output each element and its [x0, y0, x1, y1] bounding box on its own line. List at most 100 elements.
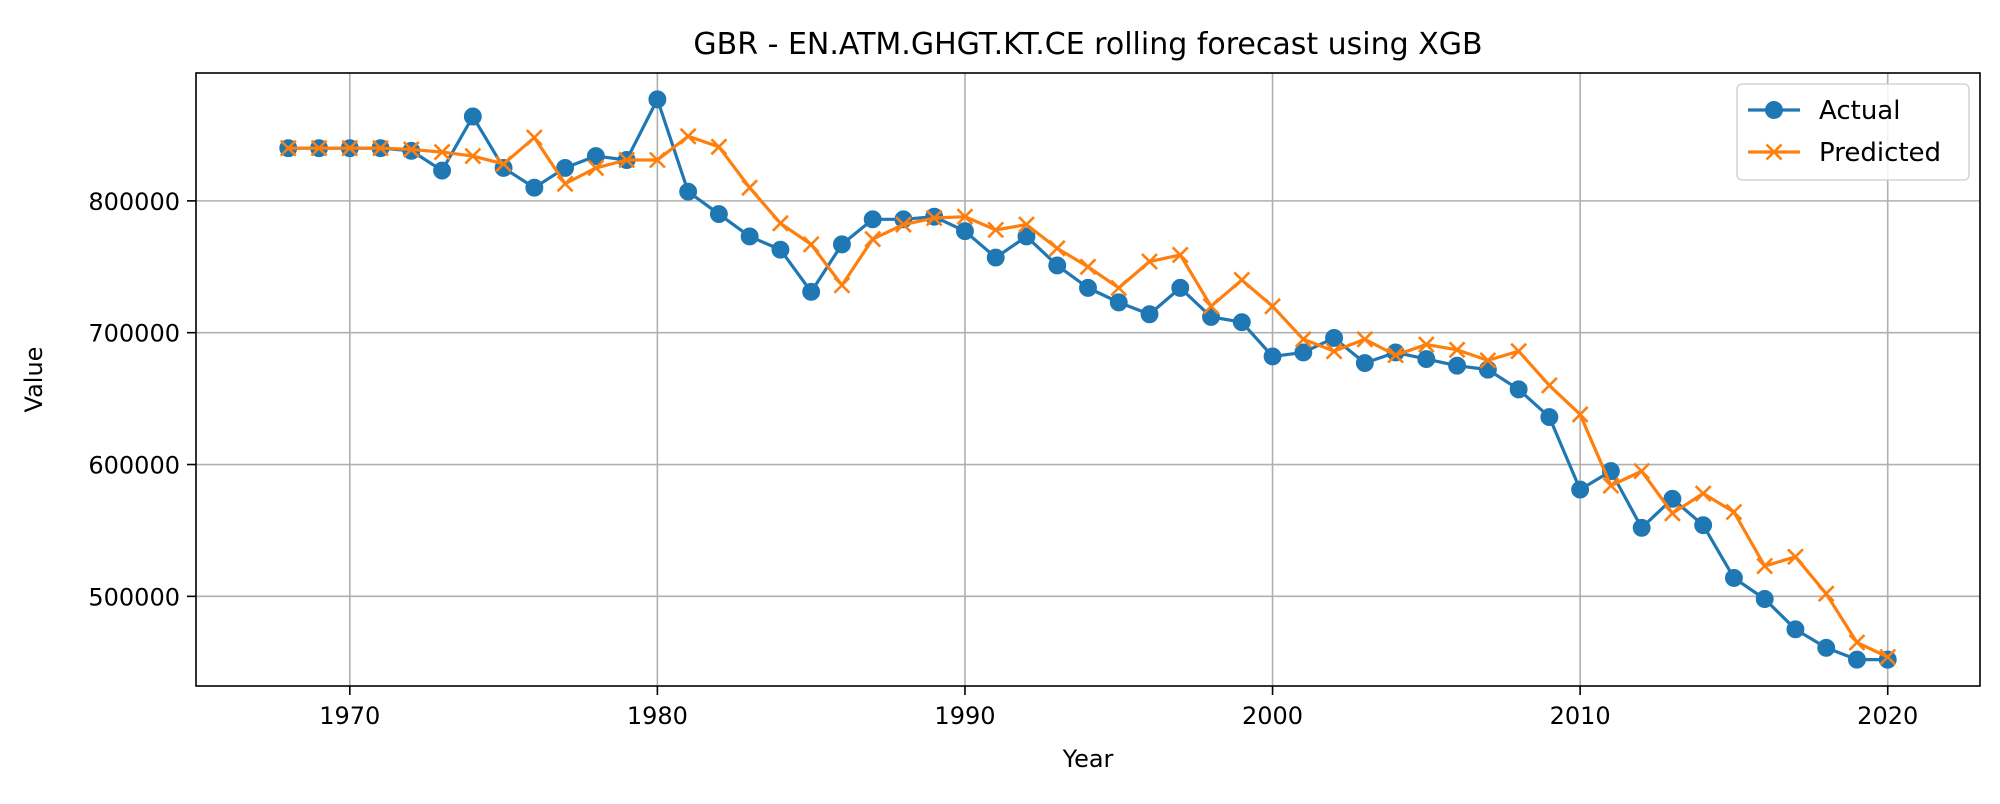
data-point-actual: [709, 205, 728, 224]
data-point-actual: [525, 178, 544, 197]
data-point-predicted: [1079, 258, 1097, 276]
data-point-predicted: [1417, 336, 1435, 353]
legend-marker-actual: [1765, 101, 1783, 119]
data-point-predicted: [556, 175, 574, 193]
data-point-actual: [1817, 638, 1836, 657]
legend-box: [1736, 83, 1970, 181]
data-point-predicted: [1663, 504, 1681, 522]
data-point-actual: [1478, 360, 1497, 379]
data-point-predicted: [1602, 477, 1620, 495]
series-layer: [279, 90, 1897, 669]
data-point-predicted: [771, 214, 789, 232]
data-point-predicted: [1264, 297, 1281, 315]
data-point-actual: [986, 248, 1005, 267]
data-point-predicted: [310, 139, 328, 157]
data-point-actual: [1202, 307, 1220, 326]
data-point-actual: [1294, 343, 1313, 362]
data-point-predicted: [987, 221, 1005, 239]
data-point-predicted: [895, 216, 912, 234]
data-point-actual: [1171, 278, 1190, 297]
data-point-predicted: [1294, 330, 1312, 348]
y-axis-label: Value: [20, 347, 48, 413]
data-point-predicted: [372, 139, 389, 157]
data-point-actual: [1079, 278, 1097, 297]
data-point-predicted: [1540, 377, 1558, 394]
legend-marker-predicted: [1765, 143, 1783, 161]
data-point-actual: [1540, 408, 1559, 427]
data-point-actual: [1786, 620, 1805, 639]
data-point-predicted: [1633, 462, 1651, 480]
x-tick-label: 2010: [1550, 702, 1611, 730]
legend-entries: Actual Predicted: [1748, 96, 1941, 168]
x-tick-label: 1980: [627, 702, 688, 730]
y-tick-label: 800000: [88, 188, 180, 216]
data-point-predicted: [1387, 346, 1405, 364]
data-point-predicted: [402, 141, 420, 158]
data-point-predicted: [1048, 239, 1066, 257]
data-point-actual: [1109, 293, 1128, 312]
legend-label-actual: Actual: [1819, 96, 1900, 126]
data-point-predicted: [279, 139, 297, 157]
data-point-predicted: [464, 147, 482, 165]
x-tick-label: 2020: [1857, 702, 1918, 730]
y-tick-label: 600000: [88, 452, 180, 480]
legend-entry-actual: Actual: [1748, 96, 1900, 126]
x-tick-label: 2000: [1242, 702, 1303, 730]
data-point-predicted: [1141, 253, 1158, 270]
data-point-actual: [1017, 227, 1036, 246]
series-line-predicted: [288, 134, 1889, 659]
data-point-predicted: [833, 276, 851, 294]
data-point-actual: [956, 222, 974, 241]
legend-label-predicted: Predicted: [1819, 138, 1941, 168]
x-tick-label: 1990: [934, 702, 995, 730]
data-point-actual: [1417, 350, 1436, 369]
data-point-predicted: [1787, 548, 1804, 566]
data-point-predicted: [341, 139, 359, 157]
data-point-predicted: [587, 159, 605, 177]
data-point-predicted: [1171, 246, 1189, 264]
data-point-actual: [1140, 305, 1159, 324]
data-point-actual: [1724, 568, 1743, 587]
x-axis-label: Year: [1062, 745, 1114, 773]
data-point-actual: [771, 240, 790, 259]
data-point-actual: [648, 90, 667, 109]
data-point-predicted: [1233, 271, 1251, 289]
chart-title: GBR - EN.ATM.GHGT.KT.CE rolling forecast…: [693, 27, 1482, 62]
data-point-actual: [1355, 354, 1374, 372]
data-point-actual: [1663, 489, 1682, 508]
legend-entry-predicted: Predicted: [1748, 138, 1941, 168]
data-point-actual: [1571, 480, 1590, 499]
tick-layer: 1970 1980 1990 2000 2010 2020 500000 600000 7000…: [88, 188, 1918, 730]
data-point-actual: [586, 147, 605, 166]
data-point-predicted: [802, 235, 820, 253]
data-point-predicted: [1571, 406, 1589, 423]
data-point-actual: [556, 158, 575, 177]
data-point-predicted: [925, 209, 943, 227]
data-point-actual: [463, 107, 482, 126]
data-point-predicted: [1725, 503, 1743, 521]
data-point-predicted: [1817, 585, 1835, 603]
data-point-actual: [433, 161, 452, 180]
data-point-predicted: [1510, 342, 1528, 360]
data-point-predicted: [1110, 279, 1128, 297]
data-point-predicted: [741, 179, 759, 197]
data-point-predicted: [1356, 330, 1374, 348]
data-point-actual: [740, 227, 759, 246]
grid-layer: [196, 73, 1980, 686]
data-point-predicted: [495, 155, 513, 173]
data-point-predicted: [1848, 634, 1866, 651]
data-point-predicted: [1018, 216, 1035, 234]
data-point-actual: [679, 182, 698, 201]
y-tick-label: 700000: [88, 320, 180, 348]
data-point-actual: [1325, 329, 1344, 347]
x-tick-label: 1970: [319, 702, 380, 730]
data-point-actual: [1755, 590, 1774, 608]
data-point-predicted: [648, 151, 666, 169]
data-point-predicted: [433, 143, 451, 161]
data-point-predicted: [1479, 351, 1497, 369]
data-point-predicted: [525, 129, 543, 147]
legend: Actual Predicted: [1736, 83, 1970, 181]
data-point-actual: [1263, 347, 1282, 366]
data-point-predicted: [1694, 485, 1712, 502]
